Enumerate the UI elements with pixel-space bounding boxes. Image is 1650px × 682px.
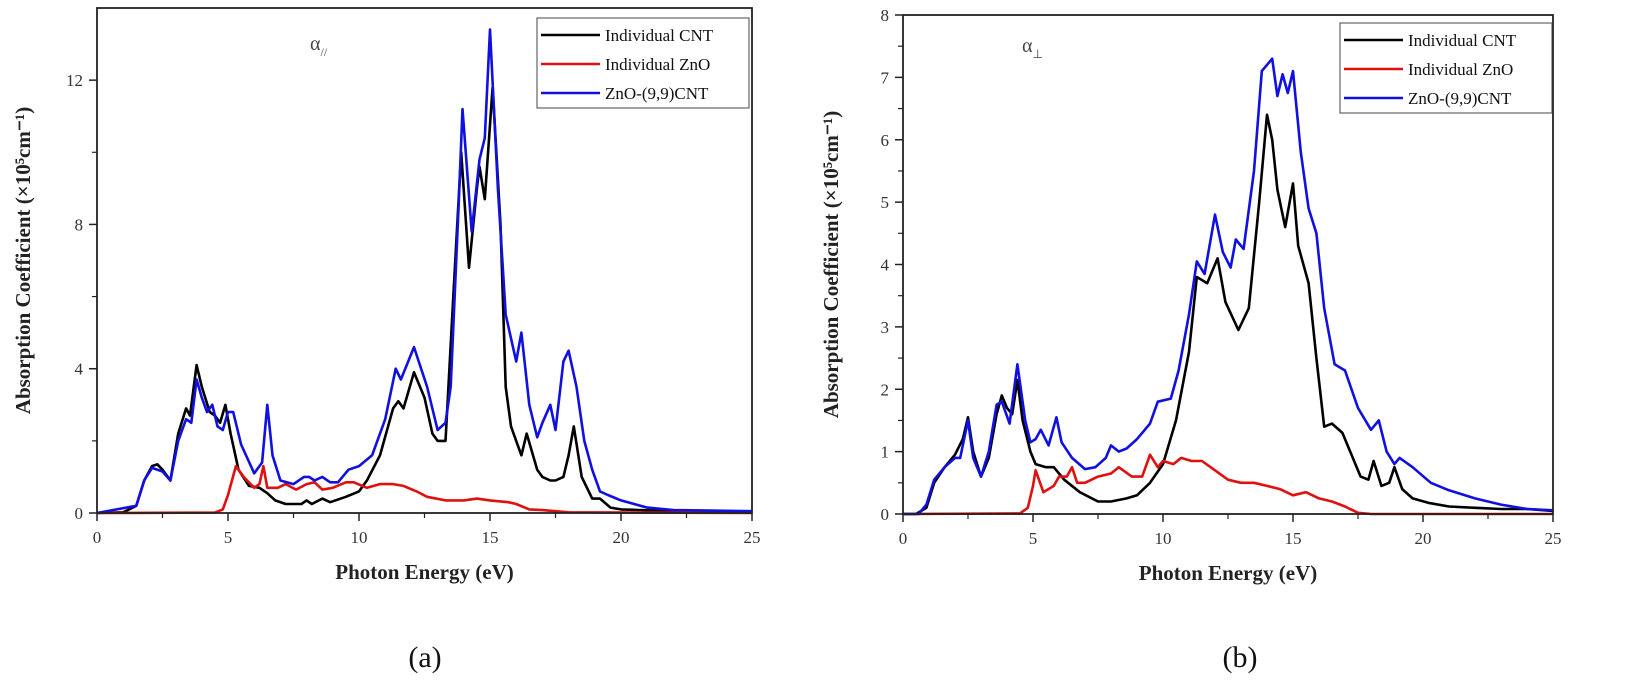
alpha-annotation: α⊥ [1022,35,1043,61]
y-tick-label: 1 [881,443,890,462]
x-tick-label: 15 [482,528,499,547]
y-tick-label: 0 [881,505,890,524]
x-tick-label: 25 [744,528,761,547]
y-tick-label: 7 [881,68,890,87]
alpha-symbol: α [310,33,321,55]
panel-label: (a) [408,641,441,674]
x-tick-label: 20 [1415,529,1432,548]
legend-label: Individual ZnO [605,55,710,74]
alpha-symbol: α [1022,35,1033,57]
y-tick-label: 6 [881,131,890,150]
panel-label: (b) [1223,641,1258,674]
x-tick-label: 0 [93,528,102,547]
y-tick-label: 0 [75,504,84,523]
chart-panel-b: 0 5 10 15 20 25 0 1 2 3 4 5 6 7 8 Photon Energy (eV) Abs… [819,6,1562,674]
legend-label: Individual ZnO [1408,60,1513,79]
series-line-zno-9-9-cnt [96,28,753,515]
x-tick-label: 10 [351,528,368,547]
legend-label: ZnO-(9,9)CNT [1408,89,1512,108]
alpha-annotation: α// [310,33,328,59]
x-tick-label: 5 [1029,529,1038,548]
x-tick-label: 5 [224,528,233,547]
x-tick-label: 25 [1545,529,1562,548]
y-tick-label: 3 [881,318,890,337]
series-line-individual-cnt [903,113,1554,516]
x-axis-label: Photon Energy (eV) [1139,561,1317,585]
x-tick-label: 0 [899,529,908,548]
legend-label: Individual CNT [1408,31,1517,50]
y-tick-label: 4 [881,256,890,275]
alpha-subscript: ⊥ [1032,47,1042,61]
series-line-individual-zno [96,464,753,515]
y-tick-label: 8 [75,215,84,234]
y-tick-label: 5 [881,193,890,212]
y-tick-label: 4 [75,360,84,379]
legend: Individual CNT Individual ZnO ZnO-(9,9)CNT [1339,22,1553,114]
x-tick-label: 20 [613,528,630,547]
alpha-subscript: // [320,45,327,59]
y-tick-label: 8 [881,6,890,25]
y-axis-label: Absorption Coefficient (×10⁵cm⁻¹) [11,107,35,414]
legend: Individual CNT Individual ZnO ZnO-(9,9)CNT [536,17,750,109]
y-tick-label: 2 [881,380,890,399]
y-axis-label: Absorption Coefficient (×10⁵cm⁻¹) [819,111,843,418]
y-tick-label: 12 [66,71,83,90]
series-line-zno-9-9-cnt [903,57,1554,516]
legend-label: Individual CNT [605,26,714,45]
series-line-individual-cnt [96,86,753,515]
legend-label: ZnO-(9,9)CNT [605,84,709,103]
x-tick-label: 15 [1285,529,1302,548]
x-tick-label: 10 [1155,529,1172,548]
x-axis-label: Photon Energy (eV) [335,560,513,584]
series-line-individual-zno [902,453,1553,516]
chart-panel-a: 0 5 10 15 20 25 0 4 8 12 Photon Energy (eV) Absorpt… [11,7,761,674]
